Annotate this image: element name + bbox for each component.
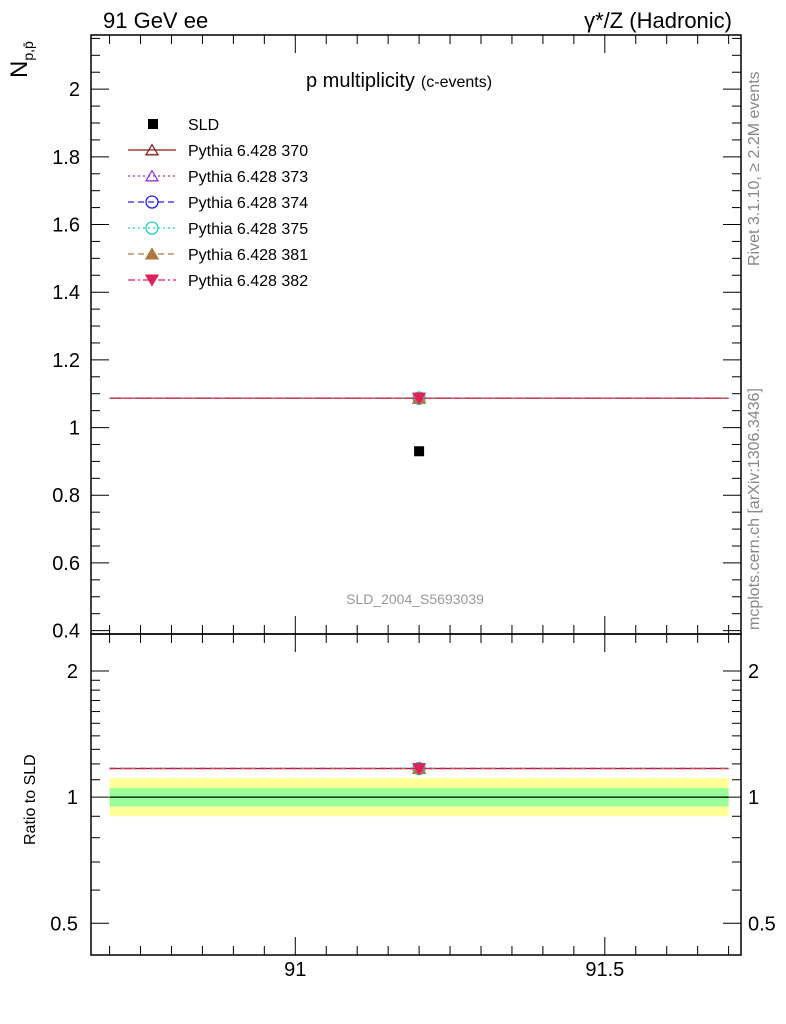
header-left: 91 GeV ee [103,8,209,33]
y-tick-label: 0.8 [52,485,80,507]
y-tick-label: 2 [69,79,80,101]
y-tick-label: 1.6 [52,215,80,237]
ratio-y-tick-label-right: 1 [748,787,759,809]
legend-label: Pythia 6.428 373 [188,169,308,186]
chart-title: p multiplicity (c-events) [306,70,492,92]
legend-marker [145,195,159,209]
x-tick-label: 91 [284,959,306,981]
chart-title-suffix: (c-events) [421,74,492,91]
y-tick-label: 1.2 [52,350,80,372]
legend-marker [145,221,159,235]
ratio-y-tick-label: 2 [67,661,78,683]
legend-sld-label: SLD [188,117,219,134]
y-tick-label: 0.6 [52,553,80,575]
legend-sld-marker [148,119,158,129]
legend-label: Pythia 6.428 375 [188,221,308,238]
legend-marker [144,169,160,182]
x-tick-label: 91.5 [585,959,624,981]
y-tick-label: 1.4 [52,282,80,304]
header-right: γ*/Z (Hadronic) [584,8,732,33]
y-tick-label: 1.8 [52,147,80,169]
ratio-y-tick-label: 0.5 [50,913,78,935]
legend-marker [144,247,160,260]
legend-label: Pythia 6.428 374 [188,195,308,212]
y-tick-label: 1 [69,418,80,440]
legend-label: Pythia 6.428 382 [188,273,308,290]
sld-data-point [414,446,425,457]
legend-label: Pythia 6.428 370 [188,143,308,160]
analysis-watermark: SLD_2004_S5693039 [346,591,484,607]
legend-label: Pythia 6.428 381 [188,247,308,264]
ratio-y-tick-label-right: 2 [748,661,759,683]
series-382-ratio-point [411,763,427,776]
ratio-frame [90,633,742,956]
legend-marker [144,143,160,156]
ratio-y-tick-label: 1 [67,787,78,809]
legend-marker [144,274,160,287]
ratio-y-tick-label-right: 0.5 [748,913,776,935]
series-382-point [411,392,427,405]
y-tick-label: 0.4 [52,621,80,643]
